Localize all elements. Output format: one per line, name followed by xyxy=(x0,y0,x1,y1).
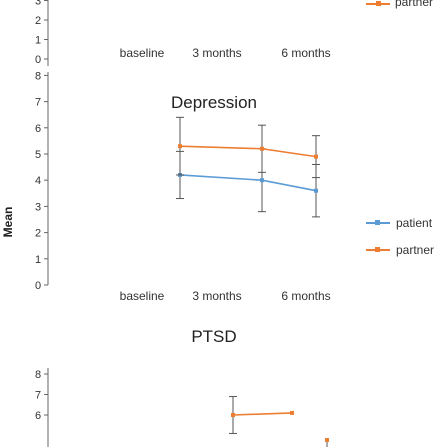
x-category-label: baseline xyxy=(120,46,165,60)
y-axis-title: Mean xyxy=(1,207,15,238)
x-category-label: 3 months xyxy=(192,289,241,303)
legend-top-label: partner xyxy=(395,0,433,9)
y-tick-label: 1 xyxy=(35,35,41,47)
y-tick-label: 7 xyxy=(35,97,41,109)
data-point-patient xyxy=(260,178,264,183)
x-category-label: 6 months xyxy=(281,46,330,60)
y-tick-label: 3 xyxy=(35,201,41,213)
y-tick-label: 2 xyxy=(35,228,41,240)
y-tick-label: 8 xyxy=(35,369,41,381)
series-line-partner xyxy=(232,412,293,416)
data-point-partner xyxy=(314,154,318,159)
panel-title: Depression xyxy=(171,93,257,112)
data-point-partner xyxy=(290,410,294,415)
y-tick-label: 2 xyxy=(35,15,41,27)
data-point-patient xyxy=(314,188,318,193)
series-line-partner xyxy=(179,145,317,158)
y-tick-label: 7 xyxy=(35,390,41,402)
y-tick-label: 6 xyxy=(35,123,41,135)
legend-top-marker xyxy=(376,1,381,6)
data-point-partner xyxy=(231,413,235,417)
legend-label-patient: patient xyxy=(396,216,433,230)
data-point-partner xyxy=(260,146,264,151)
data-point-partial xyxy=(325,438,329,442)
y-tick-label: 0 xyxy=(35,280,41,292)
legend-label-partner: partner xyxy=(396,243,434,257)
series-line-patient xyxy=(179,174,317,192)
x-category-label: 6 months xyxy=(281,289,330,303)
legend-marker-patient xyxy=(375,220,380,225)
y-tick-label: 6 xyxy=(35,410,41,422)
y-tick-label: 5 xyxy=(35,149,41,161)
y-tick-label: 0 xyxy=(35,54,41,66)
y-tick-label: 8 xyxy=(35,70,41,82)
y-tick-label: 4 xyxy=(35,175,41,187)
y-tick-label: 1 xyxy=(35,254,41,266)
legend-marker-partner xyxy=(375,247,380,252)
data-point-partner xyxy=(178,144,182,149)
panel-title: PTSD xyxy=(191,327,236,346)
x-category-label: baseline xyxy=(120,289,165,303)
y-tick-label: 3 xyxy=(35,0,41,8)
x-category-label: 3 months xyxy=(192,46,241,60)
